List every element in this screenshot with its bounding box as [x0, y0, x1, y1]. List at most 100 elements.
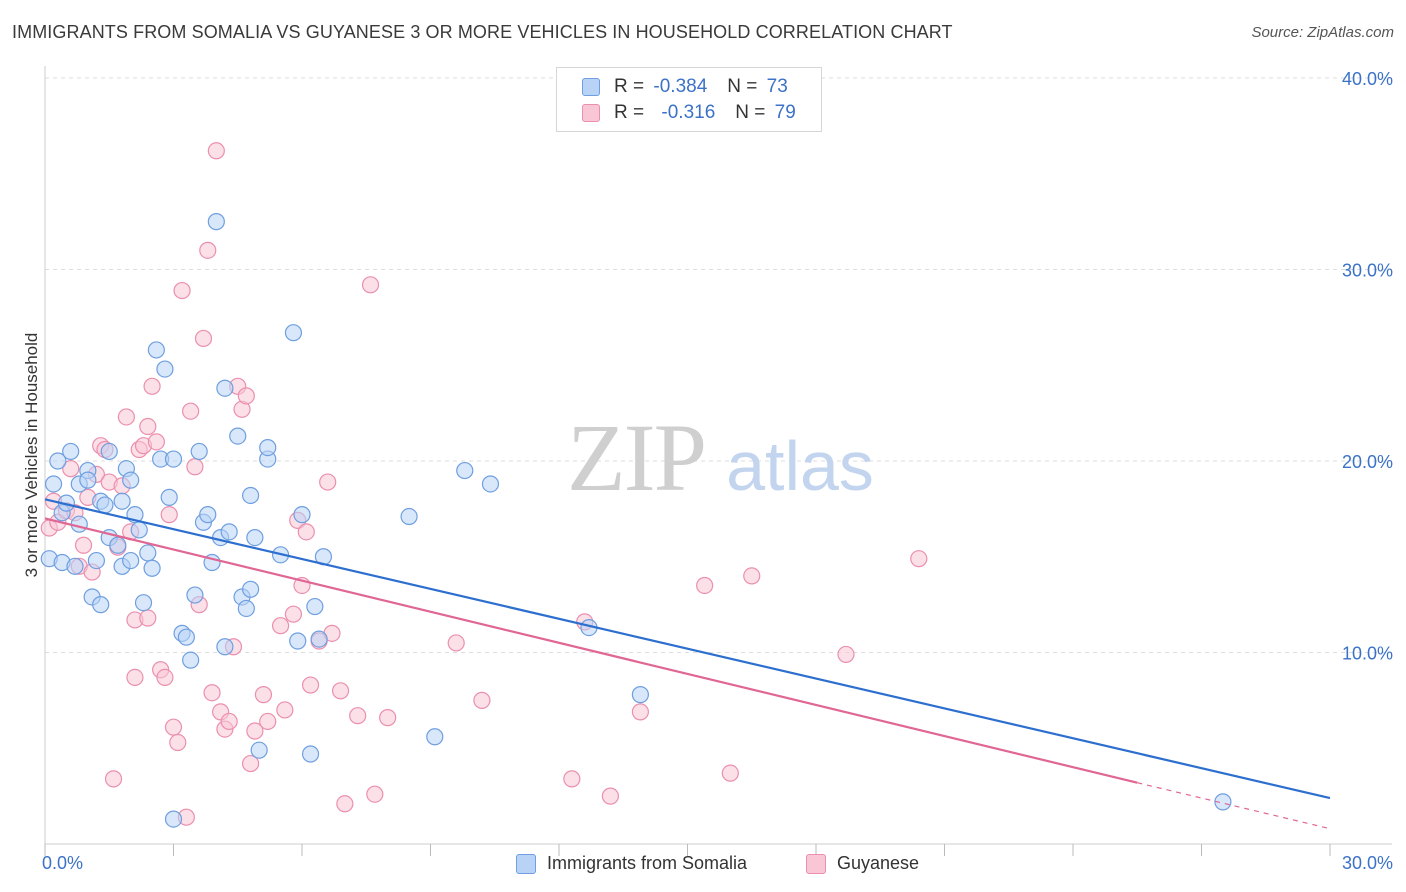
- guyanese-point: [601, 787, 620, 805]
- guyanese-point: [164, 718, 183, 736]
- guyanese-point: [910, 550, 928, 568]
- guyanese-point: [203, 684, 221, 702]
- guyanese-point: [199, 241, 217, 259]
- somalia-point: [109, 536, 127, 554]
- somalia-point: [70, 515, 88, 533]
- guyanese-legend-icon: [806, 853, 826, 874]
- guyanese-point: [837, 645, 855, 664]
- somalia-point: [186, 586, 204, 604]
- guyanese-point: [366, 785, 384, 803]
- somalia-point: [242, 580, 260, 598]
- guyanese-point: [563, 770, 581, 788]
- legend-item-guyanese[interactable]: Guyanese: [806, 853, 919, 874]
- somalia-point: [246, 528, 264, 547]
- somalia-point: [113, 492, 131, 510]
- somalia-point: [87, 551, 106, 570]
- guyanese-point: [301, 676, 320, 694]
- guyanese-point: [696, 576, 714, 595]
- guyanese-point: [284, 605, 303, 623]
- somalia-point: [301, 745, 320, 763]
- somalia-point: [164, 450, 183, 468]
- watermark-zip: ZIP: [567, 404, 705, 511]
- guyanese-point: [473, 691, 491, 709]
- axes: [44, 66, 1392, 856]
- somalia-point: [182, 651, 200, 669]
- series-somalia: [40, 213, 1232, 828]
- somalia-point: [122, 471, 140, 489]
- guyanese-point: [74, 536, 93, 554]
- somalia-point: [216, 638, 234, 656]
- source-credit: Source: ZipAtlas.com: [1251, 24, 1394, 41]
- n-label: N =: [735, 102, 766, 123]
- somalia-point: [92, 596, 110, 614]
- stats-row-somalia: R = -0.384 N = 73: [557, 73, 788, 101]
- guyanese-point: [139, 417, 157, 436]
- somalia-point: [220, 523, 238, 541]
- somalia-point: [293, 506, 311, 524]
- stats-row-guyanese: R = -0.316 N = 79: [557, 99, 796, 127]
- somalia-point: [66, 557, 84, 575]
- somalia-point: [130, 521, 148, 539]
- x-tick-label: 30.0%: [1342, 853, 1393, 873]
- somalia-point: [237, 599, 255, 618]
- somalia-point: [250, 741, 268, 759]
- r-value: -0.384: [653, 76, 708, 97]
- trend-lines: [44, 498, 1331, 830]
- guyanese-point: [62, 460, 80, 478]
- guyanese-point: [259, 712, 277, 731]
- guyanese-point: [173, 281, 191, 300]
- somalia-point: [426, 728, 444, 746]
- r-value: -0.316: [661, 102, 716, 123]
- guyanese-point: [242, 754, 260, 773]
- n-label: N =: [727, 76, 758, 97]
- somalia-point: [164, 810, 183, 828]
- guyanese-point: [237, 387, 255, 405]
- legend-item-somalia[interactable]: Immigrants from Somalia: [516, 853, 747, 874]
- chart-title: IMMIGRANTS FROM SOMALIA VS GUYANESE 3 OR…: [12, 22, 953, 42]
- somalia-point: [242, 486, 260, 505]
- trend-line-somalia: [44, 498, 1331, 800]
- somalia-point: [456, 461, 474, 480]
- somalia-point: [481, 475, 500, 493]
- r-label: R =: [614, 76, 645, 97]
- somalia-point: [49, 452, 67, 470]
- guyanese-point: [246, 722, 264, 740]
- somalia-point: [1214, 793, 1232, 811]
- somalia-point: [139, 544, 157, 562]
- somalia-point: [289, 632, 307, 650]
- guyanese-point: [721, 764, 739, 782]
- guyanese-point: [631, 703, 649, 721]
- guyanese-point: [147, 433, 165, 451]
- somalia-point: [143, 559, 161, 577]
- guyanese-point: [139, 609, 157, 627]
- guyanese-point: [276, 701, 294, 719]
- guyanese-point: [169, 733, 187, 752]
- y-tick-label: 40.0%: [1342, 69, 1393, 89]
- guyanese-point: [104, 770, 123, 788]
- series-guyanese: [40, 142, 928, 826]
- guyanese-point: [331, 682, 350, 700]
- somalia-point: [100, 442, 118, 461]
- somalia-point: [44, 475, 63, 493]
- somalia-point: [229, 427, 247, 445]
- guyanese-swatch-icon: [582, 104, 600, 122]
- somalia-point: [96, 496, 114, 514]
- somalia-point: [122, 551, 140, 570]
- guyanese-point: [207, 142, 225, 160]
- guyanese-point: [447, 634, 465, 652]
- guyanese-point: [143, 377, 161, 395]
- guyanese-point: [297, 523, 315, 541]
- guyanese-point: [349, 707, 367, 725]
- legend-label: Guyanese: [837, 853, 920, 873]
- correlation-stats-box: R = -0.384 N = 73 R = -0.316 N = 79: [556, 67, 822, 132]
- y-tick-label: 20.0%: [1342, 452, 1393, 472]
- n-value: 73: [766, 76, 788, 97]
- somalia-point: [79, 471, 97, 489]
- guyanese-point: [743, 567, 761, 585]
- guyanese-point: [156, 668, 174, 686]
- trend-line-guyanese: [44, 517, 1138, 784]
- somalia-point: [400, 507, 418, 526]
- guyanese-point: [336, 795, 354, 813]
- guyanese-point: [182, 402, 200, 420]
